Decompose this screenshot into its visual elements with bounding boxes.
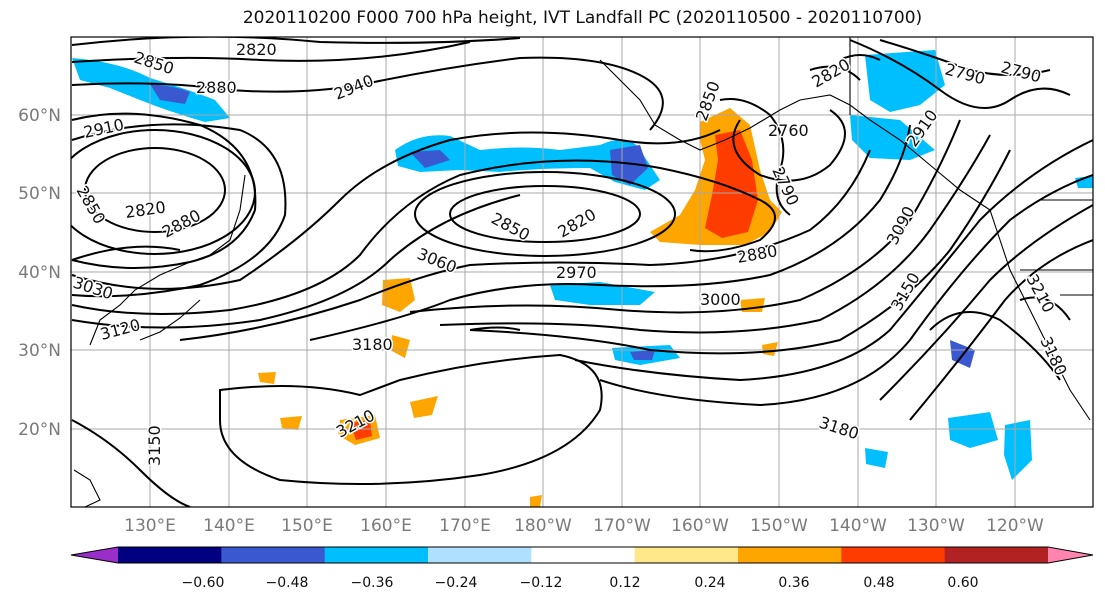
colorbar-segment [634, 547, 739, 563]
lon-label: 170°W [593, 516, 651, 536]
ivt-positive-area [382, 278, 415, 312]
colorbar-segment [118, 547, 222, 563]
colorbar-tick-label: −0.12 [520, 575, 563, 591]
ivt-positive-area [390, 335, 410, 358]
colorbar-tick-label: −0.36 [351, 575, 394, 591]
ivt-negative-area [72, 58, 230, 122]
colorbar-segment [531, 547, 636, 563]
ivt-negative-area [550, 282, 655, 305]
colorbar-tick-label: 0.48 [863, 575, 894, 591]
ivt-positive-area [350, 420, 372, 440]
colorbar-tick-label: 0.24 [694, 575, 725, 591]
lon-label: 180°W [514, 516, 572, 536]
colorbar-segment [944, 547, 1049, 563]
map-title: 2020110200 F000 700 hPa height, IVT Land… [242, 8, 923, 28]
ivt-positive-area [530, 495, 542, 507]
map-frame [70, 36, 1094, 508]
ivt-positive-area [705, 130, 758, 238]
ivt-negative-area [865, 448, 888, 468]
lon-label: 140°E [203, 516, 255, 536]
lon-label: 150°W [750, 516, 808, 536]
colorbar-extend-low [71, 547, 118, 563]
contour-label: 3180 [352, 335, 393, 354]
ivt-negative-area [1075, 176, 1093, 188]
contour-label: 3150 [145, 425, 164, 466]
contour-label: 3000 [700, 290, 741, 309]
colorbar-tick-label: 0.36 [778, 575, 809, 591]
colorbar-tick-label: 0.60 [947, 575, 978, 591]
lat-label: 40°N [18, 263, 61, 283]
colorbar-tick-label: −0.24 [435, 575, 478, 591]
lon-label: 150°E [281, 516, 333, 536]
ivt-negative-area [1004, 420, 1032, 480]
colorbar: −0.60 −0.48 −0.36 −0.24 −0.12 0.12 0.24 … [70, 546, 1094, 591]
contour-label: 2820 [236, 40, 277, 59]
ivt-shading [72, 50, 1093, 507]
lon-label: 160°W [671, 516, 729, 536]
lat-label: 50°N [18, 184, 61, 204]
colorbar-extend-high [1048, 547, 1093, 563]
colorbar-tick-label: −0.60 [182, 575, 225, 591]
colorbar-tick-label: 0.12 [609, 575, 640, 591]
colorbar-segment [428, 547, 532, 563]
ivt-negative-area [850, 115, 935, 160]
ivt-positive-area [258, 372, 276, 384]
ivt-negative-area [610, 145, 648, 185]
colorbar-segment [841, 547, 946, 563]
colorbar-segment [221, 547, 326, 563]
lat-label: 20°N [18, 420, 61, 440]
ivt-negative-area [865, 50, 945, 112]
ivt-negative-area [410, 150, 450, 168]
lat-label: 60°N [18, 106, 61, 126]
ivt-negative-area [630, 350, 655, 360]
ivt-positive-area [410, 396, 438, 418]
ivt-positive-area [280, 416, 302, 430]
colorbar-tick-labels: −0.60 −0.48 −0.36 −0.24 −0.12 0.12 0.24 … [182, 575, 979, 591]
lon-label: 160°E [360, 516, 412, 536]
lon-label: 120°W [986, 516, 1044, 536]
colorbar-outline [70, 546, 1094, 564]
contour-label: 2760 [768, 121, 809, 140]
ivt-negative-area [948, 412, 998, 448]
lat-label: 30°N [18, 341, 61, 361]
colorbar-segment [738, 547, 842, 563]
lon-label: 130°E [124, 516, 176, 536]
ivt-negative-area [150, 84, 190, 104]
lon-label: 130°W [907, 516, 965, 536]
lon-label: 170°E [439, 516, 491, 536]
latitude-labels: 60°N 50°N 40°N 30°N 20°N [18, 106, 61, 440]
contour-label: 2970 [556, 263, 597, 282]
colorbar-segments [70, 546, 1094, 564]
colorbar-tick-label: −0.48 [266, 575, 309, 591]
coastlines [73, 37, 1093, 507]
longitude-labels: 130°E 140°E 150°E 160°E 170°E 180°W 170°… [124, 516, 1044, 536]
height-contours [71, 37, 1093, 507]
colorbar-segment [324, 547, 429, 563]
lon-label: 140°W [829, 516, 887, 536]
contour-label: 2880 [196, 78, 237, 97]
